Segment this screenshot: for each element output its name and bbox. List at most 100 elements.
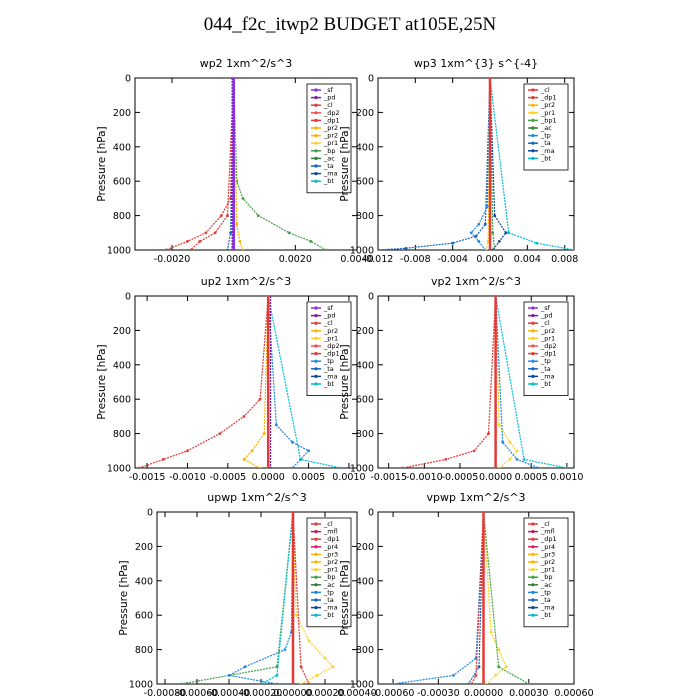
y-tick-label: 400 <box>356 360 374 371</box>
y-tick-label: 200 <box>113 108 131 119</box>
legend-marker <box>314 598 318 602</box>
series-point-pr2 <box>250 449 254 453</box>
x-tick-label: 0.0000 <box>252 472 285 483</box>
legend-label: _pr4 <box>540 543 555 551</box>
legend-label: _pr1 <box>540 334 555 342</box>
y-tick-label: 0 <box>368 74 374 85</box>
legend-marker <box>314 118 318 122</box>
x-tick-label: 0.00060 <box>554 688 593 699</box>
y-tick-label: 1000 <box>107 464 131 475</box>
legend-label: _cl <box>323 520 333 528</box>
legend-marker <box>531 329 535 333</box>
legend-marker <box>531 359 535 363</box>
legend-label: _sf <box>323 86 334 94</box>
x-tick-label: -0.0010 <box>169 472 206 483</box>
legend-marker <box>531 96 535 100</box>
y-tick-label: 0 <box>147 508 153 519</box>
legend-marker <box>314 560 318 564</box>
y-tick-label: 600 <box>356 177 374 188</box>
series-point-cl <box>291 682 295 684</box>
series-line-dp1 <box>292 512 310 684</box>
x-tick-label: 0.00040 <box>337 688 376 699</box>
panel-title: wp3 1xm^{3} s^{-4} <box>414 57 538 70</box>
legend-marker <box>531 530 535 534</box>
legend-box <box>306 83 352 194</box>
legend-label: _tp <box>540 357 551 365</box>
series-point-dp1 <box>242 415 246 418</box>
series-point-pr1 <box>489 631 493 634</box>
x-tick-label: 0.0005 <box>515 472 548 483</box>
legend-marker <box>314 374 318 378</box>
legend-label: _pr1 <box>540 109 555 117</box>
legend-marker <box>531 613 535 617</box>
series-point-bt <box>572 248 574 250</box>
x-tick-label: 0.0000 <box>217 254 250 265</box>
x-tick-label: 0.0020 <box>279 254 312 265</box>
series-point-cl <box>219 214 223 218</box>
x-tick-label: -0.00080 <box>144 688 187 699</box>
legend-label: _bp <box>323 573 336 581</box>
series-line-pr2 <box>233 78 244 250</box>
series-point-dp1 <box>472 449 476 453</box>
legend-box <box>306 301 352 396</box>
y-tick-label: 200 <box>135 542 153 553</box>
legend-label: _pr4 <box>323 543 338 551</box>
legend-label: _bp <box>540 573 553 581</box>
series-point-tp <box>452 674 455 677</box>
y-tick-label: 800 <box>356 645 374 656</box>
x-tick-label: -0.0020 <box>154 254 191 265</box>
y-tick-label: 0 <box>368 508 374 519</box>
series-point-ta <box>451 241 455 245</box>
series-point-dp1 <box>401 466 405 468</box>
legend-marker <box>314 179 318 183</box>
series-point-pr1 <box>299 682 303 684</box>
series-point-bt <box>565 466 569 468</box>
legend-label: _ac <box>323 154 335 162</box>
legend-label: _pr3 <box>323 550 338 558</box>
legend-marker <box>531 306 535 310</box>
legend-marker <box>314 164 318 168</box>
plot-frame <box>134 77 358 251</box>
panel-title: up2 1xm^2/s^3 <box>201 275 292 288</box>
legend-marker <box>314 141 318 145</box>
series-point-bt <box>275 674 279 677</box>
series-point-dp1 <box>161 458 165 461</box>
panel-title: vp2 1xm^2/s^3 <box>431 275 521 288</box>
legend-label: _bt <box>540 611 551 619</box>
legend-label: _dp1 <box>323 535 340 543</box>
series-point-bp <box>491 231 495 235</box>
series-point-dp1 <box>137 466 141 468</box>
series-point-ma <box>504 231 508 235</box>
series-point-ta <box>226 248 229 250</box>
legend-marker <box>531 560 535 564</box>
series-point-tp <box>275 682 279 684</box>
legend-marker <box>531 352 535 356</box>
legend-marker <box>314 149 318 153</box>
legend-marker <box>314 568 318 572</box>
series-point-tp <box>291 440 294 444</box>
y-tick-label: 800 <box>356 211 374 222</box>
legend-label: _dp1 <box>540 350 557 358</box>
legend-label: _ac <box>540 124 552 132</box>
series-point-cl <box>164 248 168 250</box>
legend-marker <box>314 352 318 356</box>
legend-marker <box>531 367 535 371</box>
series-point-bp <box>493 248 497 250</box>
chart-panel-4: vp2 1xm^2/s^3 Pressure [hPa] 0 200 400 600 800… <box>339 275 583 483</box>
series-point-bp <box>256 214 260 218</box>
series-point-tp <box>391 682 395 684</box>
plot-frame <box>377 511 575 685</box>
legend-label: _bt <box>323 177 334 185</box>
legend-marker <box>531 598 535 602</box>
legend-marker <box>531 314 535 318</box>
legend-label: _pr2 <box>323 132 338 140</box>
series-point-bt <box>507 231 511 235</box>
series-point-ta <box>378 248 380 250</box>
legend-label: _tp <box>540 132 551 140</box>
series-line-bp <box>482 512 530 684</box>
series-point-cl <box>488 248 492 250</box>
legend-label: _bt <box>323 611 334 619</box>
series-point-bp <box>179 682 183 684</box>
series-point-ta <box>477 665 481 669</box>
y-tick-label: 200 <box>356 542 374 553</box>
